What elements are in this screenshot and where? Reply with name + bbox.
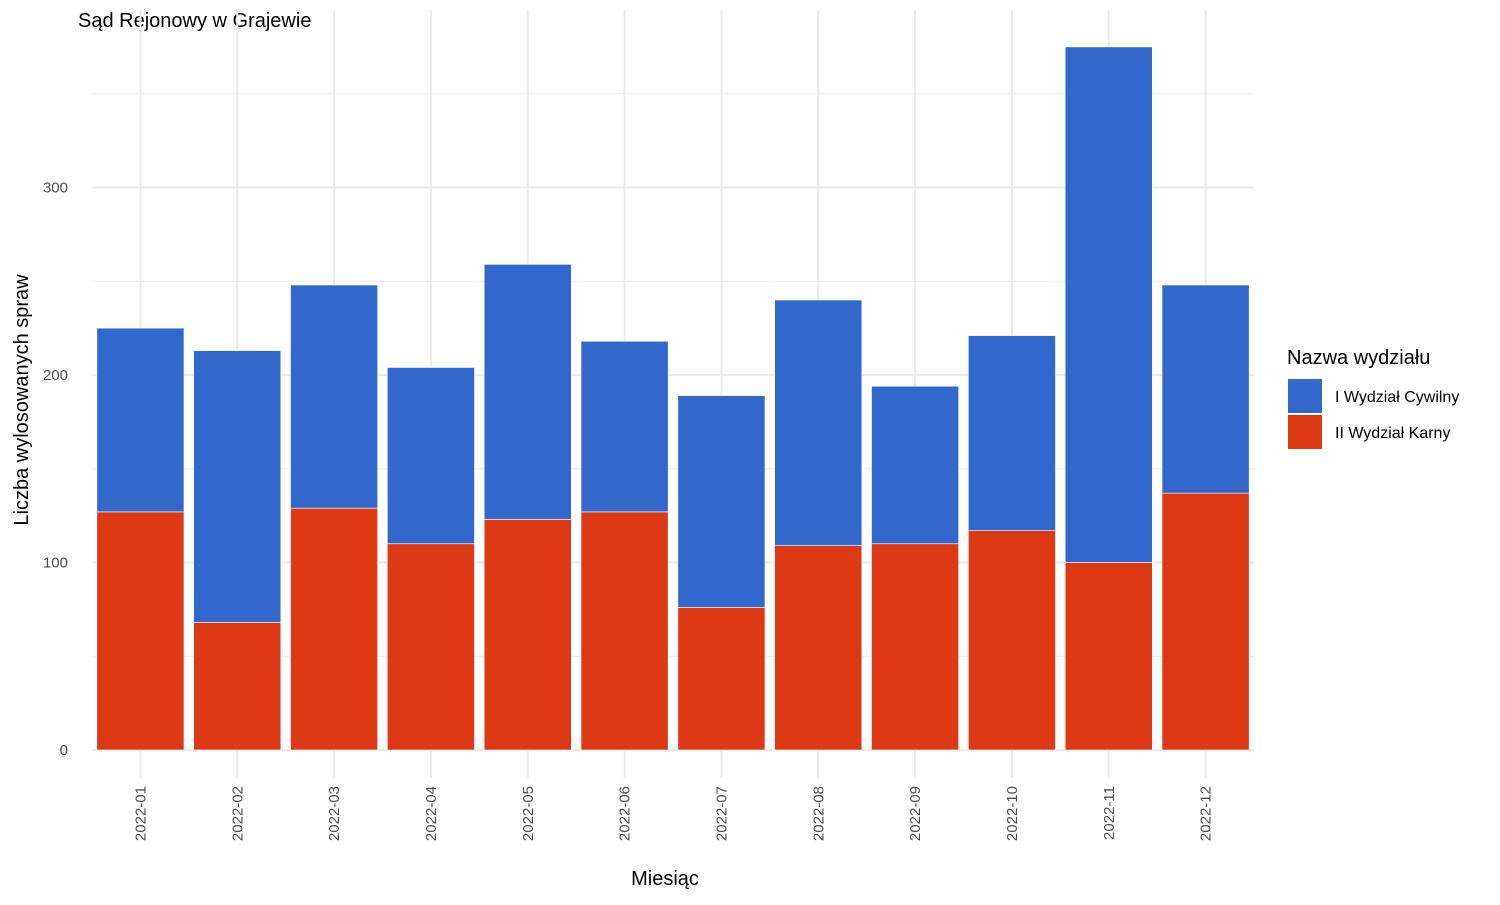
legend: Nazwa wydziału I Wydział Cywilny II Wydzi… (1287, 347, 1459, 449)
bar-ii-wydzia-karny-2022-02 (193, 622, 282, 751)
y-tick-label: 100 (43, 555, 68, 572)
bar-i-wydzia-cywilny-2022-06 (580, 340, 669, 513)
bar-i-wydzia-cywilny-2022-07 (677, 395, 766, 608)
bar-i-wydzia-cywilny-2022-09 (871, 385, 959, 545)
x-tick-label: 2022-09 (907, 786, 924, 841)
x-tick-label: 2022-07 (713, 786, 730, 841)
y-tick-label: 300 (43, 180, 68, 197)
bar-ii-wydzia-karny-2022-04 (387, 543, 475, 751)
legend-title: Nazwa wydziału (1287, 347, 1430, 369)
bar-i-wydzia-cywilny-2022-01 (96, 327, 185, 513)
x-tick-label: 2022-11 (1101, 786, 1118, 840)
y-tick-label: 200 (43, 367, 68, 384)
bars (96, 46, 1250, 751)
x-tick-label: 2022-04 (423, 786, 440, 841)
bar-ii-wydzia-karny-2022-07 (677, 607, 766, 751)
x-axis: 2022-01 2022-02 2022-03 2022-04 2022-05 2022-… (132, 786, 1214, 841)
bar-ii-wydzia-karny-2022-11 (1064, 562, 1153, 751)
x-tick-label: 2022-01 (132, 786, 149, 841)
x-tick-label: 2022-02 (229, 786, 246, 841)
y-tick-label: 0 (60, 742, 68, 759)
x-tick-label: 2022-06 (617, 786, 634, 841)
bar-ii-wydzia-karny-2022-03 (290, 507, 378, 751)
bar-i-wydzia-cywilny-2022-11 (1064, 46, 1153, 563)
bar-ii-wydzia-karny-2022-09 (871, 543, 959, 751)
bar-i-wydzia-cywilny-2022-02 (193, 350, 282, 623)
bar-i-wydzia-cywilny-2022-05 (483, 264, 572, 520)
bar-i-wydzia-cywilny-2022-08 (774, 299, 863, 546)
legend-swatch (1288, 415, 1322, 449)
x-tick-label: 2022-08 (810, 786, 827, 841)
bar-i-wydzia-cywilny-2022-12 (1161, 284, 1250, 494)
bar-i-wydzia-cywilny-2022-03 (290, 284, 378, 509)
legend-label: I Wydział Cywilny (1335, 389, 1459, 406)
bar-i-wydzia-cywilny-2022-10 (968, 335, 1056, 531)
bar-ii-wydzia-karny-2022-01 (96, 511, 185, 751)
bar-ii-wydzia-karny-2022-08 (774, 545, 863, 751)
y-axis-label: Liczba wylosowanych spraw (11, 274, 33, 526)
x-tick-label: 2022-03 (326, 786, 343, 841)
bar-i-wydzia-cywilny-2022-04 (387, 367, 475, 545)
bar-ii-wydzia-karny-2022-05 (483, 519, 572, 751)
legend-label: II Wydział Karny (1335, 425, 1450, 442)
bar-ii-wydzia-karny-2022-10 (968, 530, 1056, 751)
bar-ii-wydzia-karny-2022-12 (1161, 492, 1250, 751)
y-axis: 0 100 200 300 (43, 180, 68, 760)
legend-swatch (1288, 379, 1322, 413)
x-axis-label: Miesiąc (631, 868, 699, 890)
bar-ii-wydzia-karny-2022-06 (580, 511, 669, 751)
x-tick-label: 2022-10 (1004, 786, 1021, 841)
chart-title: Sąd Rejonowy w Grajewie (78, 10, 311, 32)
x-tick-label: 2022-12 (1198, 786, 1215, 841)
x-tick-label: 2022-05 (520, 786, 537, 841)
